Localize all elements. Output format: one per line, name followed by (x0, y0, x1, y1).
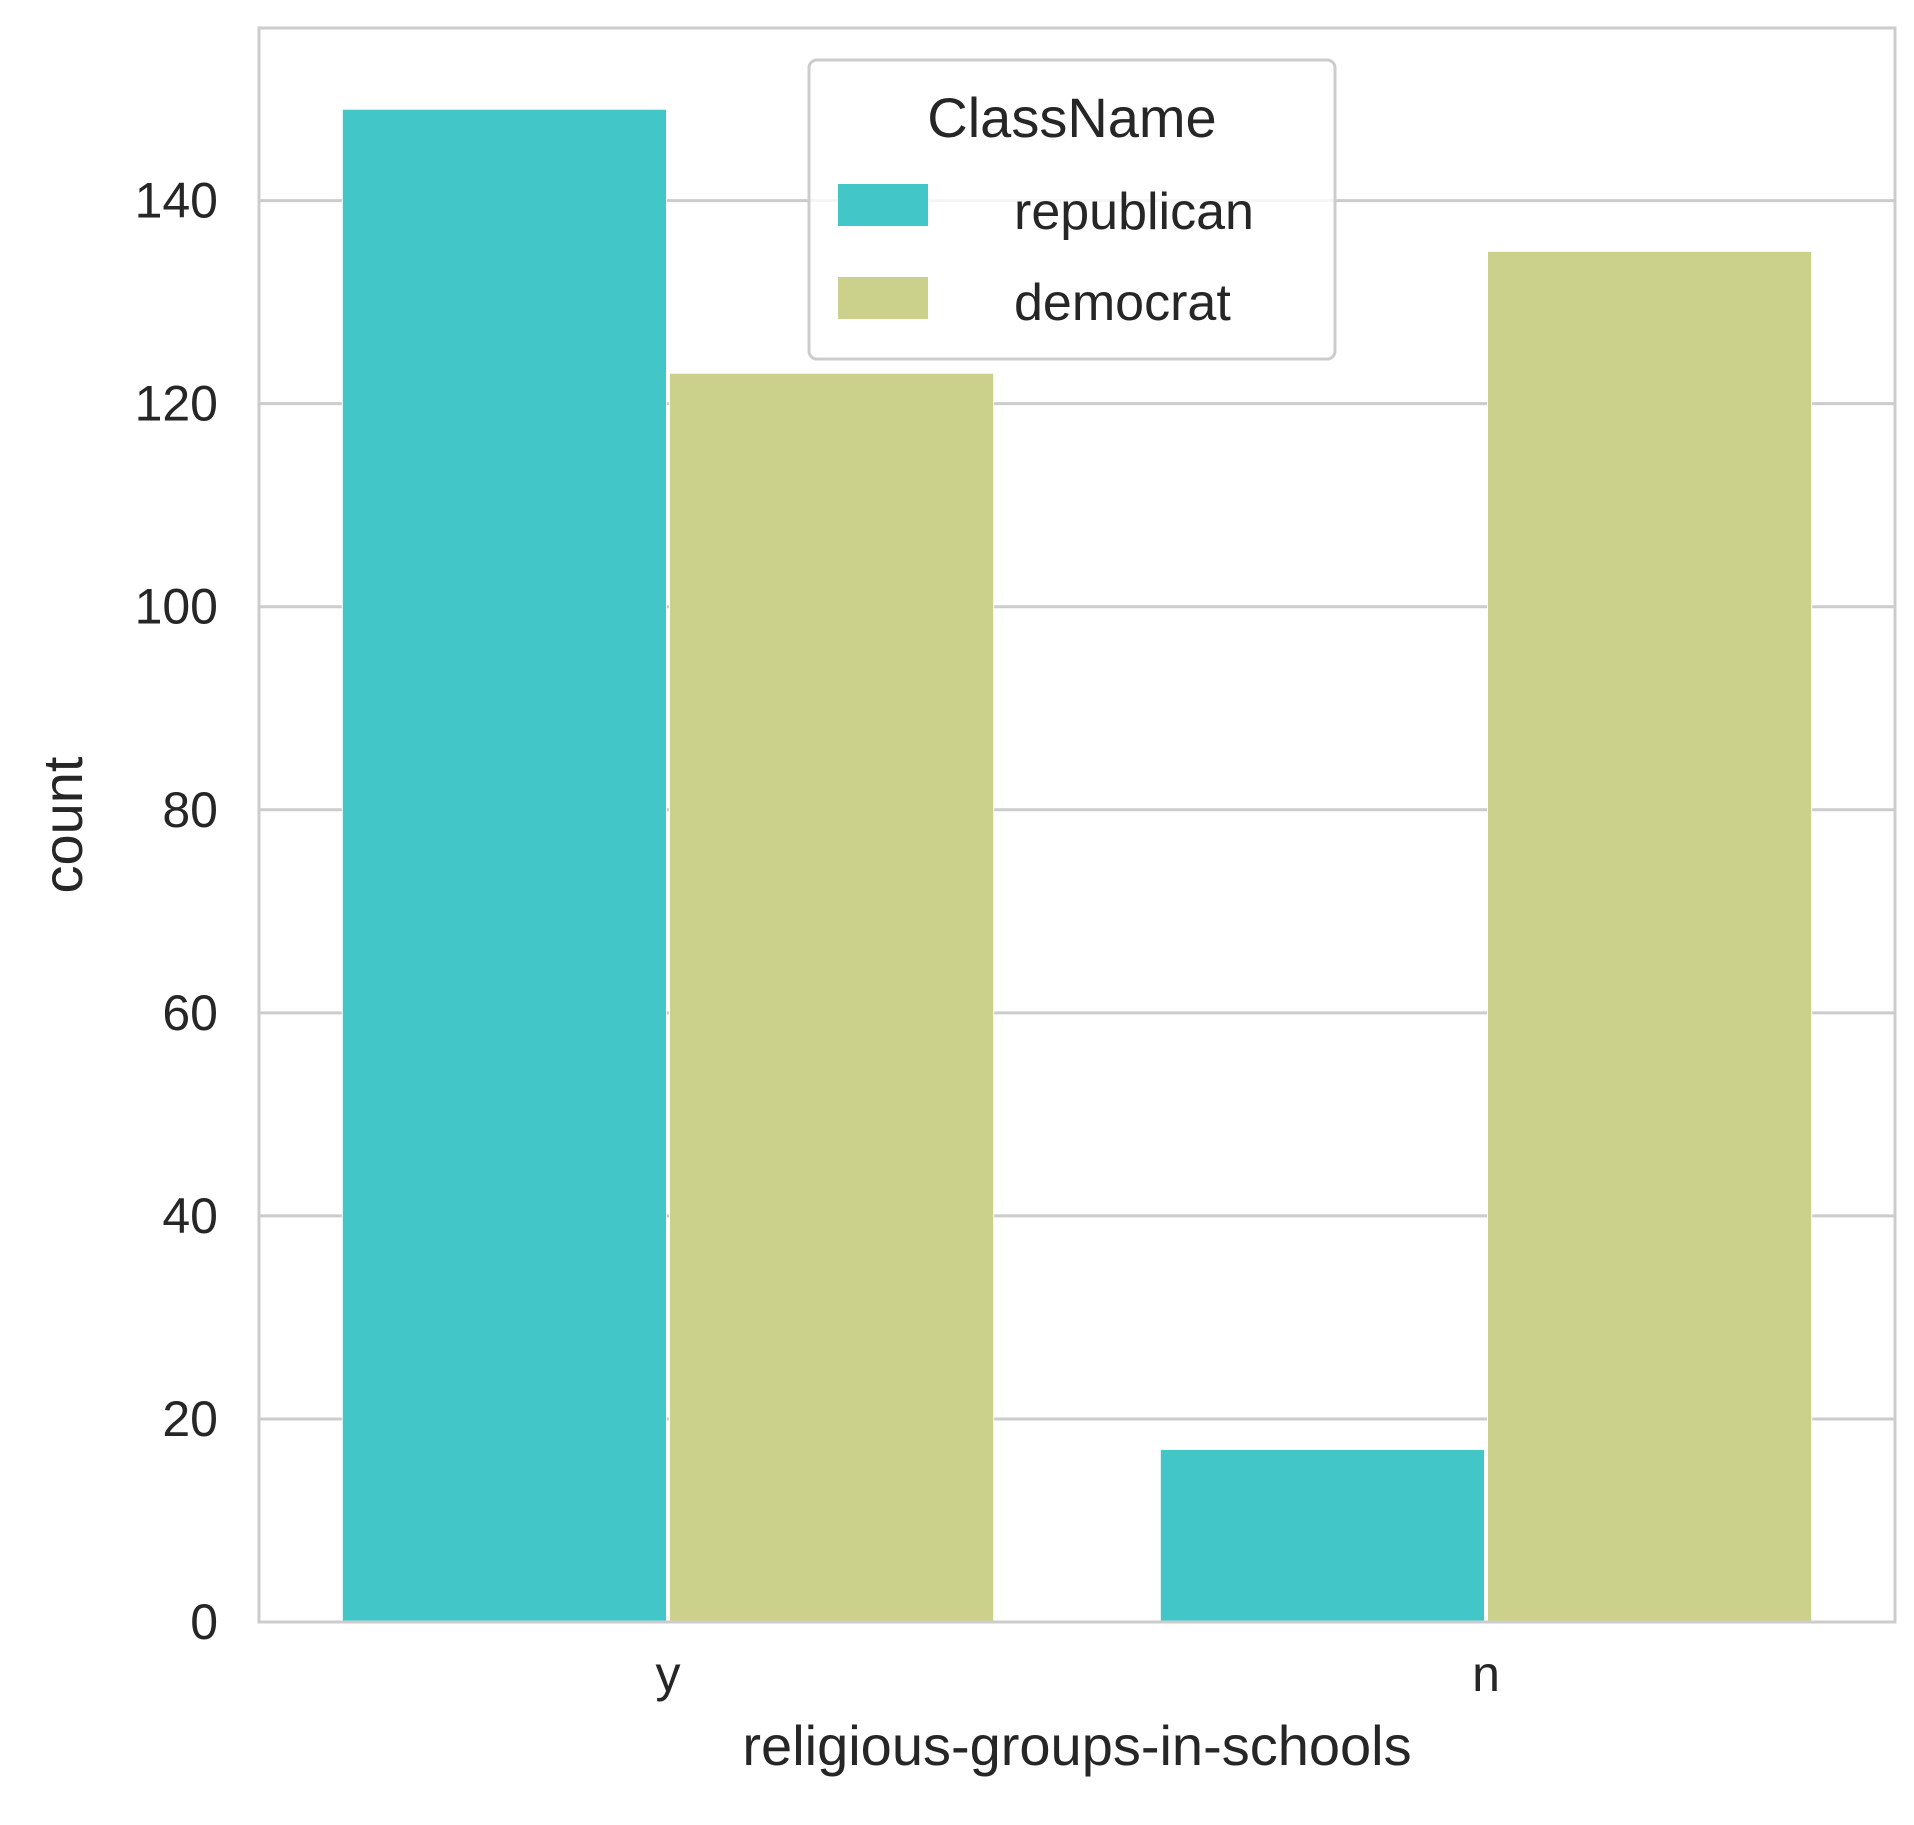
y-tick-label-120: 120 (135, 376, 218, 432)
x-tick-label-n: n (1472, 1646, 1500, 1702)
bar-democrat-y (669, 372, 995, 1623)
y-tick-labels: 0 20 40 60 80 100 120 140 (135, 173, 218, 1650)
y-tick-label-40: 40 (162, 1188, 218, 1244)
legend-swatch-republican (838, 184, 928, 226)
y-tick-label-140: 140 (135, 173, 218, 229)
x-tick-label-y: y (656, 1646, 681, 1702)
y-tick-label-100: 100 (135, 579, 218, 635)
legend-label-democrat: democrat (1014, 274, 1231, 332)
bar-republican-y (341, 108, 667, 1623)
legend-box (807, 58, 1337, 361)
x-axis-label: religious-groups-in-schools (742, 1714, 1411, 1777)
bars (341, 108, 1813, 1623)
bar-democrat-n (1487, 250, 1813, 1623)
legend-swatch-democrat (838, 277, 928, 319)
legend: ClassName republican democrat (807, 58, 1337, 361)
plot-frame (257, 26, 1897, 1624)
y-tick-label-80: 80 (162, 782, 218, 838)
y-tick-label-60: 60 (162, 985, 218, 1041)
legend-title: ClassName (927, 86, 1216, 149)
y-tick-label-20: 20 (162, 1391, 218, 1447)
legend-label-republican: republican (1014, 183, 1254, 241)
bar-republican-n (1159, 1448, 1486, 1623)
y-tick-label-0: 0 (190, 1594, 218, 1650)
y-axis-label: count (31, 756, 94, 893)
